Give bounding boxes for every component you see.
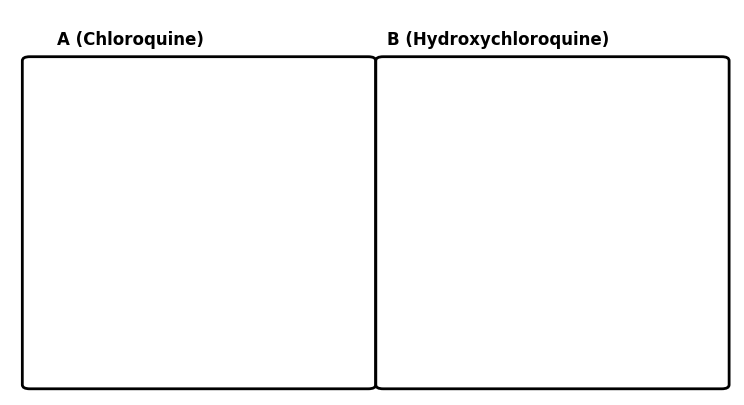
Text: ***: *** bbox=[306, 224, 325, 237]
Text: ***: *** bbox=[663, 226, 682, 239]
Y-axis label: SDH activity (%): SDH activity (%) bbox=[23, 162, 36, 284]
Y-axis label: SDH activity (%): SDH activity (%) bbox=[380, 162, 393, 284]
Text: B (Hydroxychloroquine): B (Hydroxychloroquine) bbox=[388, 31, 609, 49]
Text: ***: *** bbox=[252, 194, 272, 207]
X-axis label: HCQ Concentrations (μM): HCQ Concentrations (μM) bbox=[470, 372, 661, 385]
Text: ***: *** bbox=[556, 177, 575, 190]
Text: A (Chloroquine): A (Chloroquine) bbox=[57, 31, 204, 49]
X-axis label: CQ Concentrations (μM): CQ Concentrations (μM) bbox=[119, 372, 298, 385]
Text: ***: *** bbox=[609, 196, 629, 209]
Text: ***: *** bbox=[199, 156, 218, 169]
